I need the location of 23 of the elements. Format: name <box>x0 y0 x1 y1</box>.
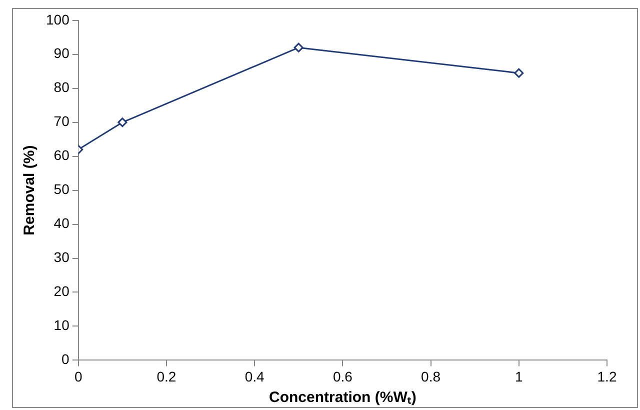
x-axis-title: Concentration (%Wₜ) <box>269 389 416 406</box>
x-tick-label: 0.4 <box>244 368 265 384</box>
y-tick-label: 50 <box>54 181 70 198</box>
y-tick-label: 70 <box>54 113 70 130</box>
point <box>294 42 304 52</box>
x-tick-label: 0.2 <box>156 368 176 384</box>
y-tick-label: 30 <box>54 249 70 266</box>
y-tick-label: 10 <box>54 317 70 334</box>
y-tick-label: 0 <box>62 351 70 368</box>
x-tick-label: 0 <box>74 368 82 384</box>
x-tick-label: 0.8 <box>421 368 441 384</box>
point <box>514 68 524 78</box>
x-tick-label: 0.6 <box>332 368 353 384</box>
point <box>118 118 128 128</box>
y-tick-label: 100 <box>46 11 70 28</box>
y-tick-label: 20 <box>54 283 70 300</box>
x-tick-label: 1.2 <box>597 368 617 384</box>
x-tick-label: 1 <box>514 368 523 384</box>
y-axis-title: Removal (%) <box>21 145 38 236</box>
y-tick-label: 60 <box>54 147 70 164</box>
y-tick-label: 40 <box>54 215 70 232</box>
y-tick-label: 90 <box>54 45 70 62</box>
y-tick-label: 80 <box>54 79 70 96</box>
